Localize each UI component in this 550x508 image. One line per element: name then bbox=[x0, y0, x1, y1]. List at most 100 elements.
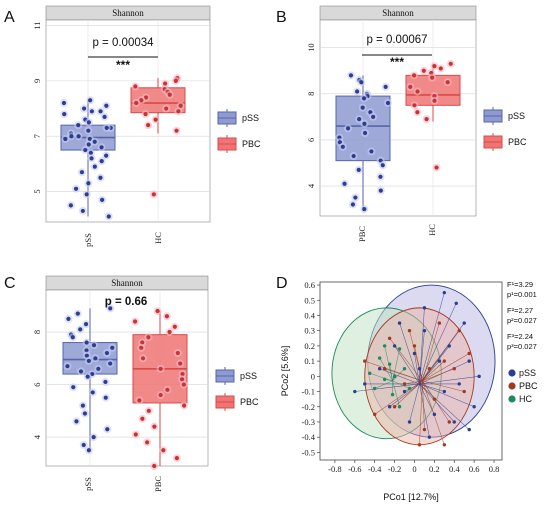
panel-d-point-pss-12 bbox=[417, 367, 422, 371]
panel-d-point-pss-23 bbox=[467, 427, 471, 432]
panel-d-spoke-pbc-18 bbox=[422, 380, 445, 445]
panel-a-point-0-30 bbox=[86, 181, 91, 186]
panel-d-stat-p2: p²=0.027 bbox=[507, 316, 537, 325]
panel-d-point-pbc-17 bbox=[407, 328, 412, 333]
panel-d-spoke-pss-2 bbox=[419, 322, 465, 385]
panel-a-point-0-4 bbox=[98, 109, 103, 114]
panel-d-spoke-pbc-13 bbox=[422, 368, 430, 382]
panel-d-spoke-hc-10 bbox=[392, 380, 400, 407]
panel-d-ytick-2: 0.4 bbox=[304, 310, 315, 320]
panel-a-point-1-17 bbox=[151, 192, 156, 197]
panel-b-point-1-8 bbox=[408, 84, 413, 89]
panel-b-p-value: p = 0.00067 bbox=[366, 34, 427, 46]
panel-b-point-0-13 bbox=[362, 121, 367, 126]
panel-c-point-1-17 bbox=[137, 398, 142, 403]
panel-d-spoke-pss-9 bbox=[404, 383, 420, 392]
panel-d-point-pbc-12 bbox=[363, 359, 367, 363]
panel-d-point-pbc-0 bbox=[442, 359, 447, 363]
panel-d-xtick-8: 0.8 bbox=[489, 464, 500, 474]
panel-d-legend-swatch-pss bbox=[508, 369, 516, 377]
panel-d-legend: pSS PBC HC bbox=[508, 368, 538, 404]
panel-c-point-1-22 bbox=[133, 432, 138, 437]
panel-a-significance: *** bbox=[116, 58, 130, 72]
panel-c-point-1-6 bbox=[140, 340, 145, 345]
panel-c-point-0-4 bbox=[78, 327, 83, 332]
panel-d-point-pbc-13 bbox=[427, 367, 432, 371]
panel-a-point-0-28 bbox=[79, 170, 85, 175]
panel-b-point-0-27 bbox=[353, 195, 358, 200]
panel-d-xtick-7: 0.6 bbox=[469, 464, 480, 474]
panel-c-point-1-11 bbox=[158, 366, 163, 371]
panel-a-point-0-32 bbox=[84, 192, 89, 197]
panel-b-xlabel-2: HC bbox=[427, 224, 437, 236]
panel-a-legend: pSS PBC bbox=[217, 109, 261, 153]
panel-d-spokes bbox=[354, 292, 480, 445]
panel-d-ytick-4: 0.2 bbox=[304, 341, 315, 351]
panel-d-point-pss-2 bbox=[462, 321, 466, 325]
panel-b-point-0-24 bbox=[378, 174, 383, 179]
panel-d-xtick-1: -0.6 bbox=[348, 464, 361, 474]
panel-d-spoke-hc-4 bbox=[392, 380, 410, 389]
panel-d-point-pss-18 bbox=[477, 374, 481, 379]
panel-d-legend-label-hc: HC bbox=[519, 394, 532, 404]
panel-d-point-pbc-15 bbox=[387, 336, 392, 340]
panel-a-point-1-11 bbox=[164, 106, 169, 111]
panel-c-point-1-8 bbox=[175, 350, 180, 356]
panel-a-point-1-16 bbox=[174, 128, 179, 133]
panel-d-point-pss-3 bbox=[422, 328, 427, 333]
panel-d-point-pss-25 bbox=[397, 321, 402, 325]
panel-c-point-0-20 bbox=[85, 374, 90, 379]
panel-b-yticks: 4 6 8 10 bbox=[306, 43, 316, 188]
panel-a-point-1-1 bbox=[173, 78, 178, 83]
panel-a-p-value: p = 0.00034 bbox=[92, 37, 154, 49]
panel-d-point-pss-17 bbox=[457, 382, 461, 386]
panel-d-ytick-9: -0.3 bbox=[302, 417, 315, 427]
panel-d-spoke-pbc-11 bbox=[422, 322, 440, 381]
panel-b-point-0-8 bbox=[385, 100, 391, 106]
panel-a-point-0-10 bbox=[76, 123, 81, 128]
panel-b-point-0-2 bbox=[359, 80, 364, 85]
panel-c-point-0-17 bbox=[96, 366, 101, 371]
panel-a-point-0-24 bbox=[104, 153, 109, 158]
panel-d-point-pss-4 bbox=[392, 344, 397, 348]
panel-b-point-0-11 bbox=[371, 114, 376, 119]
panel-d-point-pss-24 bbox=[422, 306, 427, 310]
panel-d-point-pss-20 bbox=[412, 351, 417, 356]
panel-a-point-0-16 bbox=[69, 134, 74, 139]
panel-d-spoke-pbc-19 bbox=[422, 353, 470, 382]
panel-b-point-0-14 bbox=[345, 126, 351, 131]
panel-d-point-pss-16 bbox=[427, 435, 432, 439]
panel-c-legend: pSS PBC bbox=[215, 367, 259, 411]
panel-d-point-pss-7 bbox=[452, 420, 456, 424]
panel-b-point-1-6 bbox=[430, 75, 435, 80]
panel-b-point-1-1 bbox=[432, 64, 437, 69]
panel-d-point-pbc-10 bbox=[402, 382, 407, 386]
panel-d-point-hc-1 bbox=[382, 377, 387, 382]
panel-a-point-0-12 bbox=[104, 125, 109, 131]
panel-d-point-hc-6 bbox=[377, 356, 382, 360]
panel-d-xtick-6: 0.4 bbox=[449, 464, 460, 474]
panel-d-spoke-pss-20 bbox=[414, 353, 420, 384]
panel-d-point-pbc-11 bbox=[437, 321, 442, 325]
panel-c-point-1-24 bbox=[161, 448, 166, 453]
panel-c-point-1-7 bbox=[139, 345, 144, 350]
panel-c-yticks: 4 6 8 bbox=[32, 330, 42, 439]
panel-c-point-0-13 bbox=[93, 356, 98, 361]
panel-c-ytick-0: 4 bbox=[32, 434, 42, 439]
panel-b-point-1-12 bbox=[412, 103, 417, 108]
panel-d-point-pbc-16 bbox=[452, 367, 456, 371]
panel-d-point-hc-9 bbox=[390, 392, 395, 397]
panel-a-xlabel-1: pSS bbox=[83, 233, 93, 247]
panel-d-point-hc-8 bbox=[368, 371, 372, 375]
panel-a-point-0-2 bbox=[104, 103, 109, 108]
panel-b-point-0-23 bbox=[356, 167, 361, 172]
panel-b-point-0-26 bbox=[378, 188, 383, 193]
panel-c-point-0-15 bbox=[108, 361, 113, 366]
panel-a-boxes bbox=[59, 74, 186, 221]
panel-b-point-1-13 bbox=[415, 110, 420, 115]
panel-d-yticks: 0.6 0.5 0.4 0.3 0.2 0.1 0 -0.1 -0.2 -0.3 -0.4 -0.5 bbox=[302, 280, 320, 457]
panel-c-p-value: p = 0.66 bbox=[105, 296, 148, 308]
panel-d-spoke-hc-3 bbox=[374, 380, 393, 389]
panel-c-boxplot: Shannon 4 6 8 p = 0.66 pSS PBC pSS PBC bbox=[32, 275, 259, 492]
panel-d-legend-label-pbc: PBC bbox=[519, 381, 538, 391]
